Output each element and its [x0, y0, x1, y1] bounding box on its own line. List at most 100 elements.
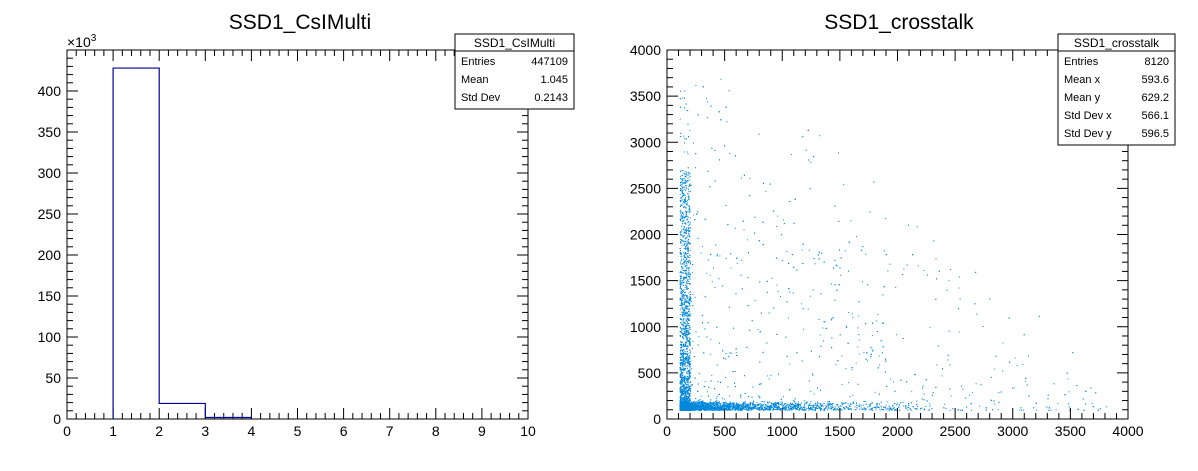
- stats-row-value: 1.045: [540, 74, 568, 86]
- scatter-point: [681, 359, 683, 361]
- scatter-point: [821, 406, 823, 407]
- scatter-point: [693, 214, 695, 216]
- scatter-point: [924, 408, 925, 410]
- scatter-point: [733, 408, 735, 410]
- scatter-point: [704, 381, 706, 383]
- scatter-point: [804, 402, 806, 404]
- scatter-point: [851, 369, 853, 371]
- scatter-point: [689, 377, 691, 379]
- scatter-point: [704, 386, 706, 387]
- scatter-point: [718, 394, 720, 396]
- scatter-point: [689, 368, 691, 370]
- scatter-point: [692, 293, 694, 295]
- scatter-point: [711, 405, 712, 407]
- scatter-point: [685, 211, 686, 213]
- scatter-point: [871, 335, 873, 337]
- scatter-point: [683, 276, 685, 278]
- scatter-point: [795, 406, 797, 408]
- scatter-point: [683, 254, 685, 256]
- scatter-point: [684, 351, 686, 352]
- scatter-point: [747, 239, 748, 241]
- scatter-point: [686, 375, 688, 377]
- scatter-point: [763, 403, 765, 405]
- scatter-point: [702, 408, 704, 410]
- scatter-point: [852, 394, 854, 396]
- scatter-point: [689, 305, 691, 307]
- scatter-point: [767, 375, 769, 377]
- scatter-point: [1016, 365, 1018, 367]
- scatter-point: [688, 401, 690, 403]
- scatter-point: [754, 300, 756, 302]
- scatter-point: [735, 409, 737, 411]
- scatter-point: [845, 368, 847, 370]
- scatter-point: [689, 319, 691, 321]
- scatter-point: [728, 409, 730, 411]
- scatter-chart: SSD1_crosstalk 0 500 1000 1500 2000 2500 3000 3…: [630, 11, 1176, 439]
- scatter-point: [689, 217, 691, 219]
- y-tick-label: 0: [653, 411, 661, 427]
- scatter-point: [1057, 403, 1059, 405]
- scatter-point: [684, 194, 686, 196]
- y-exponent-label: ×103: [67, 33, 97, 50]
- scatter-point: [724, 406, 726, 408]
- scatter-point: [733, 407, 735, 408]
- scatter-point: [683, 187, 685, 188]
- scatter-point: [789, 405, 791, 407]
- scatter-point: [687, 322, 688, 324]
- scatter-point: [960, 409, 962, 411]
- scatter-point: [681, 184, 683, 185]
- scatter-point: [917, 265, 919, 267]
- scatter-point: [887, 270, 889, 272]
- scatter-point: [790, 404, 792, 406]
- scatter-point: [688, 282, 690, 284]
- y-tick-label: 300: [38, 165, 62, 181]
- scatter-point: [682, 216, 684, 218]
- scatter-point: [849, 403, 851, 405]
- scatter-point: [684, 311, 686, 313]
- scatter-point: [685, 336, 687, 338]
- scatter-point: [741, 259, 743, 261]
- scatter-point: [689, 398, 691, 400]
- scatter-point: [687, 252, 689, 254]
- scatter-point: [684, 180, 686, 182]
- scatter-point: [685, 324, 687, 326]
- x-tick-label: 2000: [882, 423, 913, 439]
- scatter-point: [729, 395, 731, 397]
- scatter-point: [731, 352, 733, 354]
- scatter-point: [840, 274, 842, 276]
- scatter-point: [1024, 380, 1026, 382]
- scatter-point: [716, 402, 718, 404]
- scatter-point: [772, 409, 774, 410]
- scatter-point: [829, 404, 831, 406]
- scatter-point: [739, 406, 741, 408]
- scatter-point: [687, 381, 689, 383]
- scatter-point: [874, 391, 876, 393]
- scatter-point: [692, 403, 694, 405]
- scatter-point: [705, 404, 706, 406]
- scatter-point: [803, 407, 805, 409]
- scatter-point: [782, 219, 784, 221]
- scatter-point: [858, 339, 860, 341]
- y-tick-label: 0: [53, 411, 61, 427]
- scatter-point: [682, 182, 684, 183]
- scatter-point: [849, 406, 851, 407]
- scatter-point: [686, 297, 688, 299]
- scatter-point: [710, 353, 712, 355]
- scatter-point: [804, 404, 806, 406]
- scatter-point: [813, 393, 815, 395]
- scatter-point: [801, 303, 803, 305]
- x-tick-label: 1: [109, 423, 117, 439]
- scatter-point: [877, 314, 879, 316]
- scatter-point: [959, 276, 960, 278]
- scatter-point: [774, 409, 776, 410]
- scatter-point: [687, 370, 689, 371]
- scatter-point: [686, 211, 688, 213]
- scatter-point: [683, 278, 684, 280]
- scatter-point: [723, 407, 725, 409]
- scatter-point: [711, 402, 713, 404]
- scatter-point: [885, 404, 887, 406]
- scatter-point: [711, 281, 713, 283]
- scatter-point: [810, 391, 812, 392]
- scatter-point: [690, 300, 692, 302]
- scatter-point: [681, 277, 683, 279]
